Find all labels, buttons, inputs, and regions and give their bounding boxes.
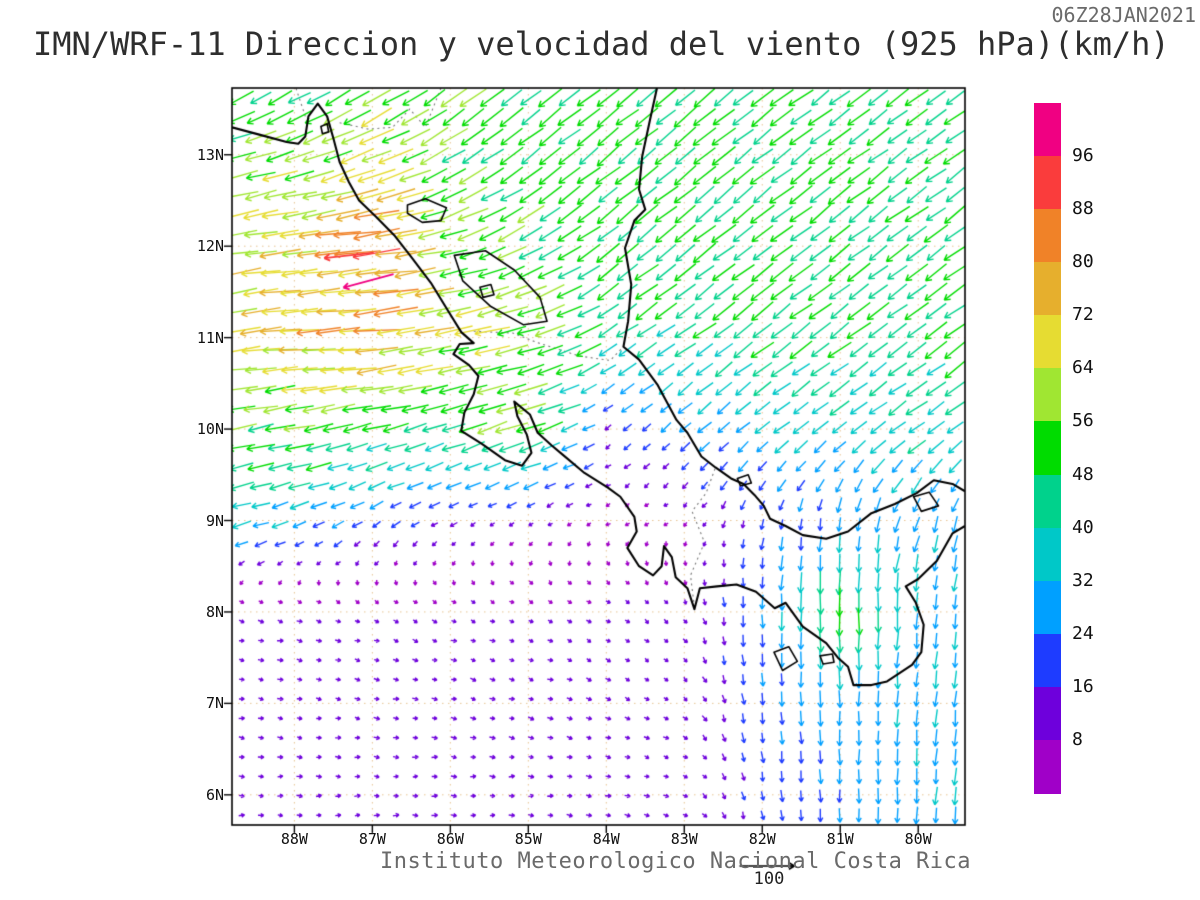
caption: Instituto Meteorologico Nacional Costa R… [380, 849, 972, 874]
y-axis-tick-label: 13N [196, 145, 224, 164]
x-axis-tick-label: 83W [670, 830, 698, 848]
colorbar-segment [1034, 633, 1061, 688]
colorbar-segment [1034, 474, 1061, 529]
figure-title: IMN/WRF-11 Direccion y velocidad del vie… [33, 25, 1170, 63]
colorbar-tick-label: 96 [1072, 145, 1094, 167]
colorbar-segment [1034, 262, 1061, 316]
reference-vector-label: 100 [753, 869, 785, 889]
run-timestamp: 06Z28JAN2021 [1051, 3, 1197, 27]
x-axis-tick-label: 81W [826, 830, 854, 848]
y-axis-tick-label: 7N [205, 694, 224, 713]
x-axis-tick-label: 80W [904, 830, 932, 848]
x-axis-tick-label: 87W [358, 830, 386, 848]
colorbar-tick-label: 48 [1072, 463, 1094, 485]
y-axis-tick-label: 12N [196, 237, 224, 256]
y-axis-tick-label: 6N [205, 785, 224, 804]
y-axis-tick-label: 11N [196, 328, 224, 347]
y-axis-tick-label: 9N [205, 511, 224, 530]
colorbar-segment [1034, 368, 1061, 423]
colorbar-tick-label: 80 [1072, 251, 1094, 273]
colorbar-segment [1034, 103, 1061, 157]
x-axis-tick-label: 88W [280, 830, 308, 848]
colorbar-tick-label: 24 [1072, 622, 1094, 644]
colorbar-segment [1034, 156, 1061, 210]
colorbar-segment [1034, 686, 1061, 741]
colorbar-tick-label: 32 [1072, 569, 1094, 591]
colorbar-tick-label: 40 [1072, 516, 1094, 538]
colorbar-tick-label: 16 [1072, 675, 1094, 697]
colorbar-segment [1034, 527, 1061, 582]
colorbar-segment [1034, 580, 1061, 635]
colorbar-segment [1034, 421, 1061, 476]
colorbar-segment [1034, 209, 1061, 263]
colorbar-tick-label: 8 [1072, 728, 1083, 750]
colorbar-tick-label: 88 [1072, 198, 1094, 220]
x-axis-tick-label: 85W [514, 830, 542, 848]
x-axis-tick-label: 84W [592, 830, 620, 848]
colorbar-segment [1034, 315, 1061, 369]
colorbar-tick-label: 56 [1072, 410, 1094, 432]
x-axis-tick-label: 86W [436, 830, 464, 848]
y-axis-tick-label: 10N [196, 420, 224, 439]
colorbar-tick-label: 72 [1072, 304, 1094, 326]
x-axis-tick-label: 82W [748, 830, 776, 848]
colorbar-tick-label: 64 [1072, 357, 1094, 379]
y-axis-tick-label: 8N [205, 602, 224, 621]
colorbar-segment [1034, 739, 1061, 794]
